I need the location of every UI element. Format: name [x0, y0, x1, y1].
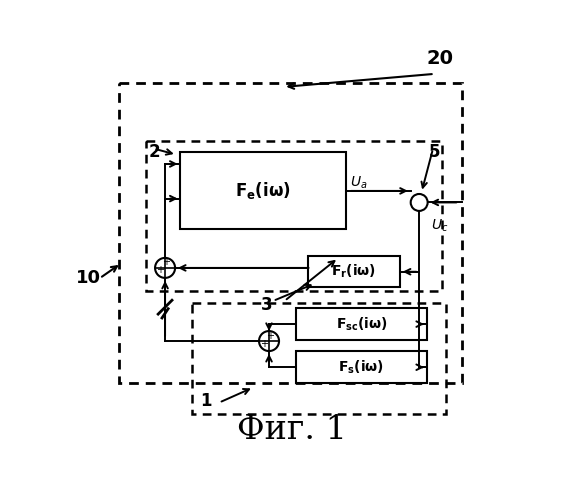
Text: 2: 2: [148, 143, 160, 161]
Text: 5: 5: [429, 143, 440, 161]
Text: $\mathbf{F_s(i\omega)}$: $\mathbf{F_s(i\omega)}$: [339, 358, 385, 376]
Text: Фиг. 1: Фиг. 1: [237, 414, 347, 446]
Text: $\mathbf{F_e(i\omega)}$: $\mathbf{F_e(i\omega)}$: [235, 180, 291, 202]
Text: $U_c$: $U_c$: [431, 218, 448, 234]
Text: 1: 1: [200, 392, 211, 410]
Text: +: +: [266, 330, 274, 340]
Bar: [296, 308, 427, 340]
Bar: [119, 83, 462, 384]
Text: +: +: [260, 338, 268, 348]
Text: 10: 10: [76, 270, 100, 287]
Text: $U_a$: $U_a$: [350, 175, 367, 192]
Bar: [296, 351, 427, 384]
Text: 20: 20: [427, 48, 454, 68]
Bar: [146, 141, 442, 291]
Text: $\mathbf{F_{sc}(i\omega)}$: $\mathbf{F_{sc}(i\omega)}$: [336, 316, 388, 333]
Bar: [192, 302, 446, 414]
Text: $\mathbf{F_r(i\omega)}$: $\mathbf{F_r(i\omega)}$: [331, 263, 376, 280]
Bar: [308, 256, 400, 287]
Bar: [181, 152, 346, 230]
Text: +: +: [162, 258, 170, 268]
Text: +: +: [156, 266, 164, 276]
Text: 3: 3: [261, 296, 273, 314]
